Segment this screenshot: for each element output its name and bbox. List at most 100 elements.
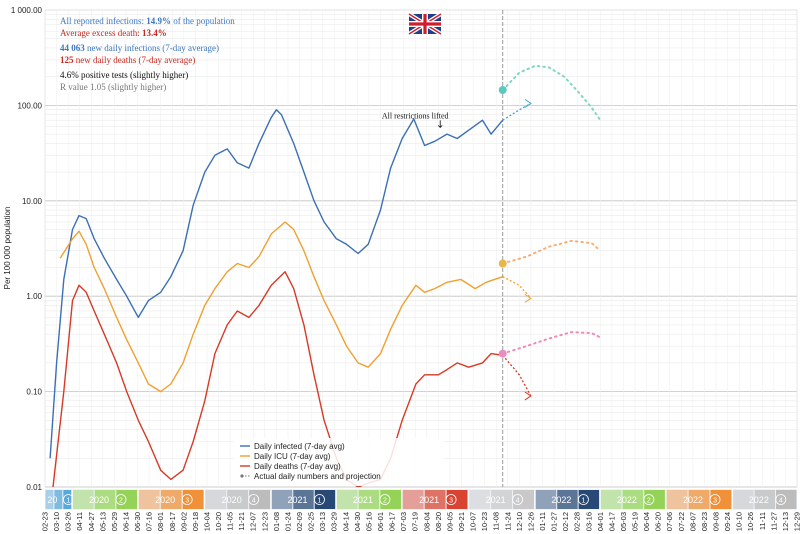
quarter-cell: 2021 4 [468, 489, 535, 510]
quarter-number: 2 [119, 498, 123, 505]
x-tick-label: 01-27 [550, 512, 559, 531]
quarter-number: 3 [449, 498, 453, 505]
month-block [491, 490, 513, 509]
quarter-number-badge [115, 494, 127, 505]
x-tick-label: 05-13 [98, 512, 107, 531]
x-tick-label: 12-26 [526, 512, 535, 531]
month-block [63, 490, 72, 509]
y-tick-label: 100.00 [18, 101, 43, 110]
scenario-dotted-line [501, 331, 602, 355]
legend-label: Daily infected (7-day avg) [254, 442, 345, 451]
x-axis-ticks: 02-23 03-10 03-26 04-11 04-27 05-13 05-29 06-14… [41, 512, 800, 531]
quarter-number: 3 [713, 498, 717, 505]
month-block [45, 490, 54, 509]
x-tick-label: 10-20 [214, 512, 223, 531]
x-tick-label: 12-29 [793, 512, 800, 531]
annotation-label: All restrictions lifted [382, 111, 449, 120]
month-block [205, 490, 227, 509]
y-tick-label: 1.00 [26, 292, 42, 301]
month-block [358, 490, 380, 509]
quarter-number: 1 [581, 498, 585, 505]
x-tick-label: 04-01 [596, 512, 605, 531]
quarter-year-label: 2021 [353, 495, 373, 505]
quarter-number: 1 [318, 498, 322, 505]
annotations: All restrictions lifted [382, 111, 449, 128]
union-jack-flag-icon [407, 12, 443, 36]
month-block [622, 490, 644, 509]
projection-arrowhead [524, 98, 532, 108]
x-tick-label: 06-17 [388, 512, 397, 531]
quarter-year-label: 2022 [749, 495, 769, 505]
x-tick-label: 02-12 [561, 512, 570, 531]
month-block [138, 490, 160, 509]
x-tick-label: 10-07 [469, 512, 478, 531]
y-tick-label: 1 000.00 [11, 6, 43, 15]
quarter-year-label: 2020 [89, 495, 109, 505]
x-tick-label: 03-13 [318, 512, 327, 531]
x-tick-label: 01-11 [538, 512, 547, 531]
x-tick-label: 01-24 [284, 512, 293, 531]
quarter-cell: 2021 2 [336, 489, 402, 510]
quarter-number: 4 [516, 498, 520, 505]
quarter-cell: 2020 3 [138, 489, 205, 510]
x-tick-label: 05-03 [619, 512, 628, 531]
x-tick-label: 06-30 [133, 512, 142, 531]
quarter-year-label: 2020 [155, 495, 175, 505]
info-line-r-value: R value 1.05 (slightly higher) [60, 82, 166, 92]
x-tick-label: 08-04 [422, 512, 431, 531]
quarter-year-label: 2022 [617, 495, 637, 505]
info-line-positive-tests: 4.6% positive tests (slightly higher) [60, 70, 188, 80]
y-tick-label: 10.00 [22, 197, 43, 206]
x-tick-label: 06-14 [122, 512, 131, 531]
x-tick-label: 05-19 [631, 512, 640, 531]
x-tick-label: 07-06 [665, 512, 674, 531]
x-tick-label: 11-21 [237, 512, 246, 531]
projection-arrowhead [524, 391, 532, 401]
x-tick-label: 01-08 [272, 512, 281, 531]
month-block [754, 490, 776, 509]
quarter-number: 1 [66, 498, 70, 505]
quarter-number: 3 [185, 498, 189, 505]
scenario-dotted-line [501, 239, 602, 265]
x-tick-label: 11-24 [503, 512, 512, 531]
info-line-infections: All reported infections: 14.9% of the po… [60, 16, 235, 26]
scenario-dots [498, 64, 602, 358]
x-tick-label: 09-02 [179, 512, 188, 531]
x-tick-label: 11-05 [226, 512, 235, 531]
x-tick-label: 09-18 [191, 512, 200, 531]
quarter-year-label: 2021 [486, 495, 506, 505]
quarter-cell: 2020 4 [204, 489, 271, 510]
x-tick-label: 12-10 [515, 512, 524, 531]
x-tick-label: 08-20 [434, 512, 443, 531]
projection-arrowhead [524, 293, 532, 303]
quarter-number-badge [512, 494, 524, 505]
quarter-cell: 20 1 [45, 489, 74, 510]
quarter-number: 2 [383, 498, 387, 505]
x-tick-label: 03-29 [330, 512, 339, 531]
quarter-number-badge [379, 494, 391, 505]
month-block [535, 490, 557, 509]
x-tick-label: 07-03 [399, 512, 408, 531]
series-line [52, 271, 503, 487]
quarter-year-label: 2021 [419, 495, 439, 505]
month-block [94, 490, 116, 509]
quarter-number-badge [248, 494, 260, 505]
month-block [469, 490, 491, 509]
x-tick-label: 10-26 [746, 512, 755, 531]
x-tick-label: 04-27 [87, 512, 96, 531]
quarter-year-label: 2021 [287, 495, 307, 505]
x-tick-label: 06-20 [654, 512, 663, 531]
x-tick-label: 09-08 [712, 512, 721, 531]
quarter-cell: 2022 2 [600, 489, 666, 510]
quarter-cell: 2022 4 [732, 489, 797, 510]
month-block [54, 490, 63, 509]
current-value-marker [498, 259, 507, 268]
x-tick-label: 03-10 [52, 512, 61, 531]
month-block [72, 490, 94, 509]
info-line-daily-deaths: 125 new daily deaths (7-day average) [60, 55, 195, 65]
x-tick-label: 04-30 [353, 512, 362, 531]
quarter-number: 4 [779, 498, 783, 505]
quarter-cell: 2022 3 [666, 489, 732, 510]
current-value-marker [498, 349, 507, 358]
